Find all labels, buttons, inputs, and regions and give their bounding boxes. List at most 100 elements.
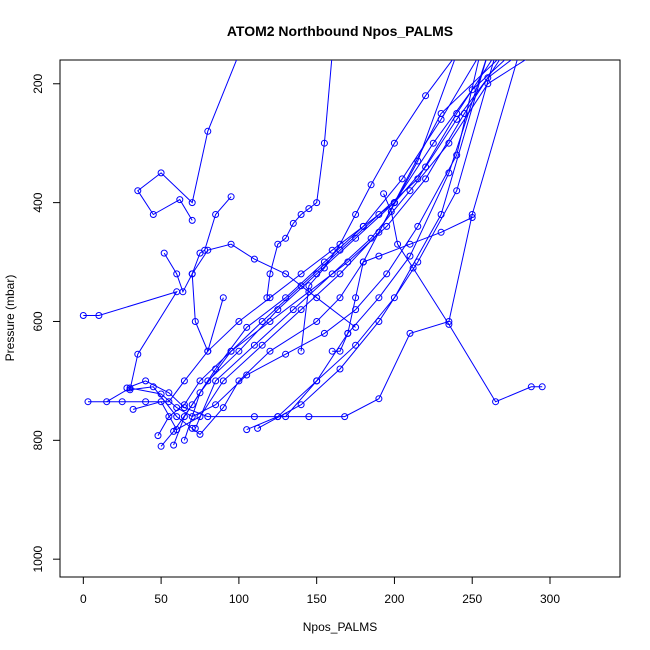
series-line	[332, 217, 473, 352]
series-line	[266, 60, 333, 298]
data-point	[422, 163, 430, 171]
y-axis-label: Pressure (mbar)	[3, 275, 17, 362]
data-point	[394, 240, 402, 248]
data-point	[212, 211, 220, 218]
data-point	[263, 294, 271, 302]
data-point	[282, 234, 290, 242]
data-point	[352, 341, 360, 349]
data-point	[437, 115, 445, 123]
data-point	[305, 282, 313, 290]
data-point	[538, 383, 546, 391]
data-point	[453, 151, 461, 159]
data-point	[305, 205, 313, 213]
data-point	[289, 306, 297, 314]
series-3	[123, 60, 487, 421]
data-point	[375, 294, 383, 302]
series-11	[254, 60, 495, 432]
data-point	[204, 347, 212, 355]
y-tick-label: 600	[31, 311, 45, 331]
data-point	[453, 110, 461, 117]
data-point	[445, 169, 453, 177]
data-point	[142, 398, 150, 406]
data-point	[188, 401, 196, 409]
data-point	[84, 398, 92, 406]
chart-title: ATOM2 Northbound Npos_PALMS	[227, 23, 453, 39]
data-point	[414, 222, 422, 230]
data-point	[173, 270, 181, 278]
data-point	[180, 413, 188, 421]
series-2	[103, 60, 480, 421]
data-point	[243, 371, 251, 379]
data-point	[227, 193, 235, 201]
data-point	[235, 377, 243, 385]
series-line	[277, 60, 518, 418]
data-point	[204, 377, 212, 385]
data-point	[367, 234, 375, 242]
data-point	[157, 442, 165, 450]
data-point	[274, 240, 282, 248]
y-tick-label: 400	[31, 192, 45, 212]
data-point	[282, 350, 290, 358]
data-point	[170, 441, 178, 449]
data-point	[204, 127, 212, 135]
series-line	[257, 60, 495, 429]
data-point	[243, 426, 251, 434]
data-point	[429, 139, 437, 147]
data-point	[375, 211, 383, 218]
series-line	[173, 60, 506, 446]
data-point	[188, 216, 196, 224]
data-point	[176, 196, 184, 204]
data-point	[250, 255, 258, 263]
y-tick-label: 800	[31, 430, 45, 450]
series-15	[160, 240, 360, 331]
data-point	[196, 430, 204, 438]
x-tick-label: 300	[540, 592, 560, 606]
data-point	[219, 377, 227, 385]
data-point	[375, 252, 383, 260]
data-point	[398, 175, 406, 183]
data-point	[375, 395, 383, 403]
data-point	[212, 377, 220, 385]
data-point	[227, 347, 235, 355]
data-point	[336, 270, 344, 278]
series-8	[180, 60, 493, 444]
data-point	[336, 240, 344, 248]
data-point	[453, 187, 461, 195]
series-line	[137, 60, 238, 221]
data-point	[282, 270, 290, 278]
data-point	[79, 312, 87, 319]
data-point	[154, 432, 162, 440]
data-point	[468, 86, 476, 94]
data-point	[212, 401, 220, 409]
data-point	[422, 92, 430, 100]
data-point	[297, 282, 305, 290]
data-point	[492, 398, 500, 406]
data-point	[336, 294, 344, 302]
x-tick-label: 50	[154, 592, 168, 606]
data-point	[134, 187, 142, 195]
data-point	[191, 318, 199, 325]
x-tick-label: 100	[229, 592, 249, 606]
data-point	[250, 413, 258, 421]
data-point	[359, 258, 367, 266]
data-point	[289, 219, 297, 227]
x-axis: 0 50 100 150 200 250 300	[80, 577, 560, 606]
data-point	[103, 398, 111, 406]
data-point	[160, 249, 168, 257]
data-point	[235, 347, 243, 355]
data-point	[258, 341, 266, 349]
data-point	[320, 139, 328, 147]
data-point	[173, 413, 181, 421]
data-point	[414, 258, 422, 266]
data-point	[390, 139, 398, 147]
data-point	[313, 199, 321, 207]
data-point	[406, 187, 414, 195]
data-point	[406, 329, 414, 337]
data-point	[445, 320, 453, 328]
series-4	[129, 60, 456, 434]
data-point	[196, 413, 204, 421]
data-point	[188, 424, 196, 432]
data-point	[196, 389, 204, 397]
data-point	[219, 404, 227, 412]
data-point	[383, 270, 391, 278]
